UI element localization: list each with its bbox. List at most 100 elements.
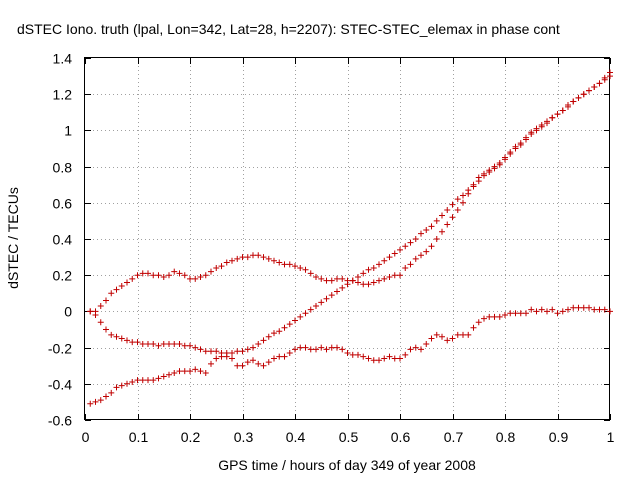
data-point <box>334 344 340 351</box>
data-point <box>386 254 393 261</box>
data-point <box>108 290 115 297</box>
data-point <box>475 178 482 185</box>
data-point <box>234 348 241 355</box>
data-point <box>145 377 151 384</box>
data-point <box>538 306 545 313</box>
data-point <box>134 339 141 346</box>
data-point <box>454 207 461 214</box>
data-point <box>517 310 524 317</box>
data-point <box>292 317 298 324</box>
data-point <box>160 274 167 281</box>
data-point <box>402 243 409 250</box>
data-point <box>150 272 157 279</box>
data-point <box>92 312 99 319</box>
data-point <box>92 398 99 405</box>
data-point <box>265 255 272 262</box>
data-point <box>124 279 130 286</box>
data-point <box>370 357 377 364</box>
data-point <box>580 304 587 311</box>
y-tick-label: 0.4 <box>53 232 73 248</box>
data-point <box>113 286 120 293</box>
data-point <box>370 264 377 271</box>
x-tick-label: 0.5 <box>339 429 359 445</box>
x-tick-label: 1 <box>607 429 615 445</box>
data-point <box>171 340 178 347</box>
data-point <box>376 277 382 284</box>
data-point <box>108 331 115 338</box>
data-point <box>281 353 288 360</box>
data-point <box>218 353 225 360</box>
y-tick-labels: -0.6 -0.4 -0.2 0 0.2 0.4 0.6 0.8 1 1.2 1.4 <box>48 51 72 429</box>
data-point <box>103 393 109 400</box>
data-point <box>239 254 246 261</box>
data-point <box>402 264 409 271</box>
data-point <box>418 346 424 353</box>
data-point <box>418 230 424 237</box>
data-point <box>271 355 277 362</box>
data-point <box>255 340 262 347</box>
data-point <box>323 346 330 353</box>
data-point <box>139 340 146 347</box>
data-point <box>423 226 430 233</box>
data-point <box>381 257 388 264</box>
data-point <box>129 378 136 385</box>
data-point <box>276 259 283 266</box>
data-point <box>517 141 524 148</box>
data-point <box>260 337 267 344</box>
data-point <box>397 355 403 362</box>
data-point <box>528 306 535 313</box>
data-point <box>166 371 172 378</box>
data-point <box>239 348 246 355</box>
data-point <box>171 369 178 376</box>
grid <box>85 58 610 420</box>
x-tick-label: 0.6 <box>391 429 411 445</box>
data-point <box>460 331 466 338</box>
data-point <box>559 107 566 114</box>
data-point <box>444 207 451 214</box>
data-point <box>496 161 503 168</box>
x-tick-labels: 0 0.1 0.2 0.3 0.4 0.5 0.6 0.7 0.8 0.9 1 <box>82 429 615 445</box>
data-point <box>113 384 120 391</box>
data-point <box>187 368 193 375</box>
data-point <box>250 252 256 259</box>
data-point <box>197 274 204 281</box>
data-point <box>565 306 571 313</box>
data-point <box>166 340 172 347</box>
data-point <box>134 377 141 384</box>
data-point <box>538 123 545 130</box>
data-point <box>302 310 309 317</box>
data-point <box>465 331 472 338</box>
data-point <box>454 196 461 203</box>
data-point <box>365 355 372 362</box>
data-point <box>586 87 592 94</box>
x-tick-label: 0.3 <box>234 429 254 445</box>
data-point <box>271 330 277 337</box>
data-point <box>155 375 162 382</box>
data-point <box>391 355 398 362</box>
data-point <box>580 91 587 98</box>
data-point <box>439 212 445 219</box>
data-point <box>108 389 115 396</box>
data-point <box>523 136 529 143</box>
data-point <box>486 313 493 320</box>
data-point <box>155 272 162 279</box>
data-point <box>386 274 393 281</box>
data-point <box>134 272 141 279</box>
data-point <box>297 264 304 271</box>
data-point <box>533 127 540 134</box>
data-point <box>113 333 120 340</box>
data-point <box>381 275 388 282</box>
data-point <box>103 297 109 304</box>
data-point <box>428 335 435 342</box>
data-point <box>439 228 445 235</box>
data-point <box>549 306 556 313</box>
data-point <box>444 221 451 228</box>
data-point <box>544 308 550 315</box>
data-point <box>328 344 335 351</box>
data-point <box>139 377 146 384</box>
data-point <box>208 348 214 355</box>
y-tick-label: 1.2 <box>53 87 73 103</box>
data-point <box>160 340 167 347</box>
y-axis-title: dSTEC / TECUs <box>5 187 21 289</box>
data-point <box>213 348 220 355</box>
